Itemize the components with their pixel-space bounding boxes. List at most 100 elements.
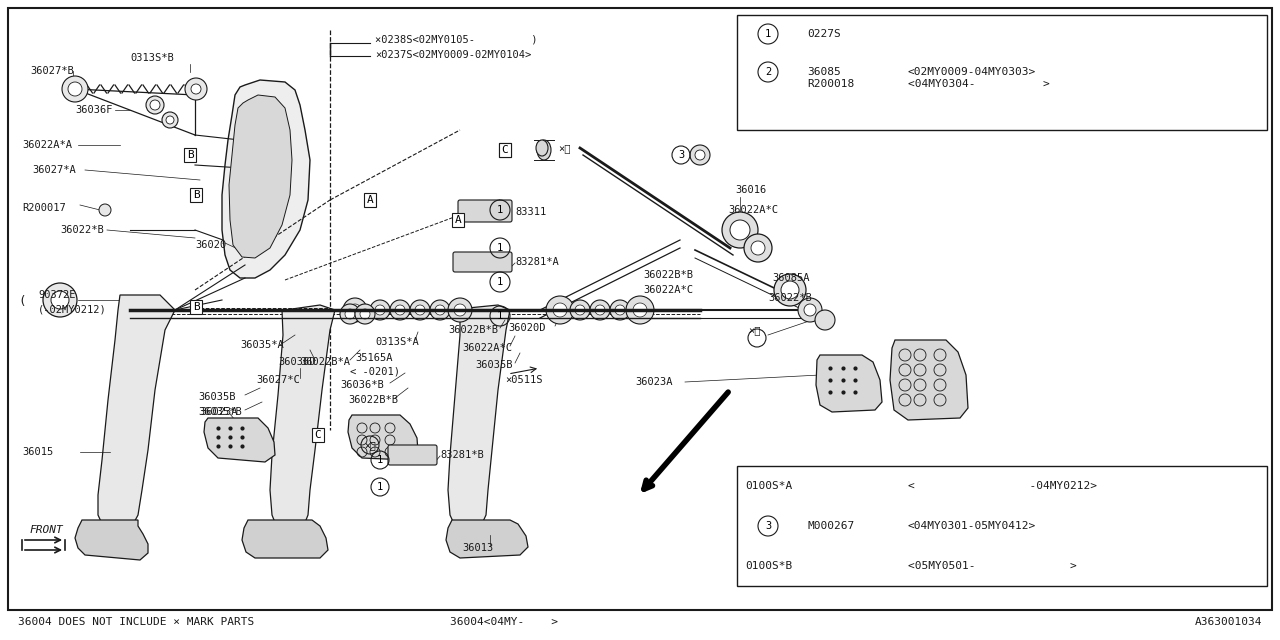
- Circle shape: [375, 305, 385, 315]
- Text: 36015: 36015: [22, 447, 54, 457]
- Text: 36027*C: 36027*C: [256, 375, 300, 385]
- Circle shape: [99, 204, 111, 216]
- Polygon shape: [348, 415, 419, 460]
- Text: (-02MY0212): (-02MY0212): [38, 305, 106, 315]
- Text: B: B: [192, 302, 200, 312]
- Text: 36035*A: 36035*A: [241, 340, 284, 350]
- Circle shape: [163, 112, 178, 128]
- Circle shape: [575, 305, 585, 315]
- Polygon shape: [270, 305, 335, 535]
- Circle shape: [166, 116, 174, 124]
- Text: 90372E: 90372E: [38, 290, 76, 300]
- Text: 1: 1: [765, 29, 771, 39]
- Bar: [737, 15, 1267, 130]
- Text: 36036*B: 36036*B: [340, 380, 384, 390]
- Text: 36022*B: 36022*B: [60, 225, 104, 235]
- Text: 1: 1: [497, 311, 503, 321]
- Text: 36023A: 36023A: [635, 377, 672, 387]
- Text: 83311: 83311: [515, 207, 547, 217]
- Circle shape: [804, 304, 817, 316]
- Circle shape: [370, 300, 390, 320]
- Text: A: A: [454, 215, 461, 225]
- Text: 1: 1: [497, 243, 503, 253]
- Text: 36013: 36013: [462, 543, 493, 553]
- Text: <02MY0009-04MY0303>: <02MY0009-04MY0303>: [908, 67, 1037, 77]
- Text: 1: 1: [376, 455, 383, 465]
- Circle shape: [61, 76, 88, 102]
- Text: FRONT: FRONT: [29, 525, 64, 535]
- Text: 36022A*C: 36022A*C: [728, 205, 778, 215]
- Polygon shape: [817, 355, 882, 412]
- Text: C: C: [315, 430, 321, 440]
- Text: ×④: ×④: [748, 325, 760, 335]
- Text: ×④: ×④: [558, 143, 571, 153]
- Circle shape: [690, 145, 710, 165]
- Text: 36020D: 36020D: [508, 323, 545, 333]
- Ellipse shape: [538, 140, 550, 160]
- Circle shape: [410, 300, 430, 320]
- Circle shape: [695, 150, 705, 160]
- Text: R200017: R200017: [22, 203, 65, 213]
- Text: 36022B*B: 36022B*B: [348, 395, 398, 405]
- Text: 36022A*C: 36022A*C: [643, 285, 692, 295]
- Circle shape: [751, 241, 765, 255]
- Text: < -0201): < -0201): [349, 367, 399, 377]
- Circle shape: [722, 212, 758, 248]
- Circle shape: [349, 304, 361, 316]
- Circle shape: [44, 283, 77, 317]
- Text: 1: 1: [497, 205, 503, 215]
- Text: ×②: ×②: [364, 440, 376, 450]
- Circle shape: [553, 303, 567, 317]
- Text: 3: 3: [765, 521, 771, 531]
- Circle shape: [430, 300, 451, 320]
- Text: 83281*A: 83281*A: [515, 257, 559, 267]
- Text: 36035B: 36035B: [198, 392, 236, 402]
- Circle shape: [435, 305, 445, 315]
- Text: 36027*B: 36027*B: [29, 66, 74, 76]
- Text: 36022B*B: 36022B*B: [643, 270, 692, 280]
- Text: 36022A*C: 36022A*C: [462, 343, 512, 353]
- Circle shape: [595, 305, 605, 315]
- Circle shape: [396, 305, 404, 315]
- Text: 1: 1: [497, 277, 503, 287]
- Polygon shape: [890, 340, 968, 420]
- FancyBboxPatch shape: [388, 445, 436, 465]
- Circle shape: [186, 78, 207, 100]
- Text: 36035*B: 36035*B: [198, 407, 242, 417]
- Text: <04MY0304-          >: <04MY0304- >: [908, 79, 1050, 89]
- Text: 36085A: 36085A: [772, 273, 809, 283]
- Circle shape: [343, 298, 367, 322]
- Circle shape: [355, 304, 375, 324]
- Polygon shape: [448, 305, 509, 533]
- Text: B: B: [187, 150, 193, 160]
- Text: 36022B*B: 36022B*B: [448, 325, 498, 335]
- Text: 36036F: 36036F: [76, 105, 113, 115]
- Circle shape: [360, 309, 370, 319]
- Text: (: (: [18, 296, 26, 308]
- Text: 36022A*A: 36022A*A: [22, 140, 72, 150]
- Circle shape: [797, 298, 822, 322]
- Text: C: C: [502, 145, 508, 155]
- Circle shape: [614, 305, 625, 315]
- Text: 36036D: 36036D: [278, 357, 315, 367]
- Circle shape: [191, 84, 201, 94]
- Text: 36027*A: 36027*A: [32, 165, 76, 175]
- Text: 0227S: 0227S: [806, 29, 841, 39]
- Text: 2: 2: [765, 67, 771, 77]
- Circle shape: [547, 296, 573, 324]
- Text: 0100S*A: 0100S*A: [745, 481, 792, 491]
- Text: 36004 DOES NOT INCLUDE × MARK PARTS: 36004 DOES NOT INCLUDE × MARK PARTS: [18, 617, 255, 627]
- Text: 35165A: 35165A: [355, 353, 393, 363]
- Text: 1: 1: [376, 482, 383, 492]
- Text: ×0511S: ×0511S: [506, 375, 543, 385]
- Text: 36035B: 36035B: [475, 360, 512, 370]
- Polygon shape: [204, 418, 275, 462]
- Circle shape: [634, 303, 646, 317]
- Text: <04MY0301-05MY0412>: <04MY0301-05MY0412>: [908, 521, 1037, 531]
- Text: A363001034: A363001034: [1194, 617, 1262, 627]
- Text: 3: 3: [678, 150, 684, 160]
- Text: B: B: [192, 190, 200, 200]
- FancyBboxPatch shape: [458, 200, 512, 222]
- Circle shape: [611, 300, 630, 320]
- Circle shape: [744, 234, 772, 262]
